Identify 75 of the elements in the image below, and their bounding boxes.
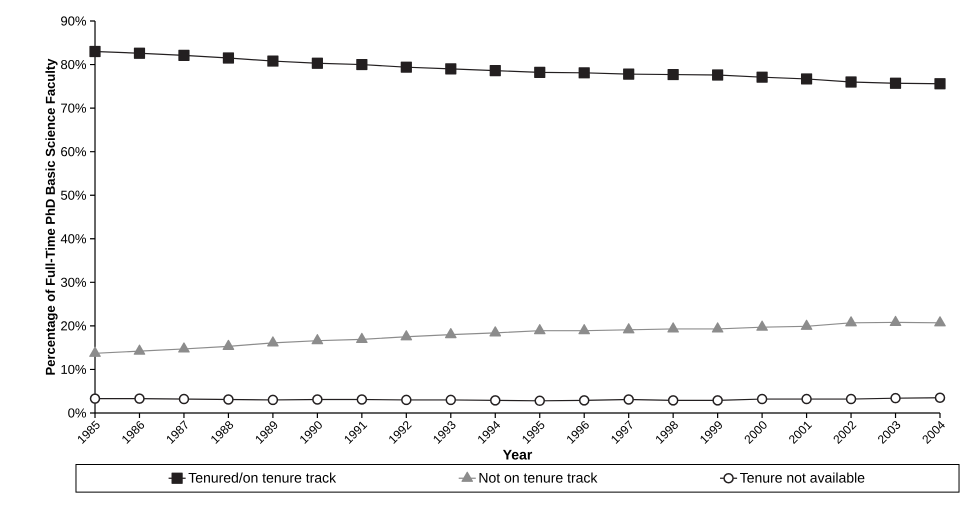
point <box>578 67 590 78</box>
point <box>800 73 812 85</box>
point <box>668 68 679 80</box>
point <box>756 394 768 404</box>
point <box>400 330 412 340</box>
point <box>801 394 812 404</box>
point <box>89 46 101 58</box>
point <box>534 324 546 334</box>
point <box>578 324 590 334</box>
point <box>89 346 101 357</box>
point <box>222 52 234 64</box>
point <box>934 392 946 403</box>
point <box>934 78 946 90</box>
point <box>178 50 190 62</box>
point <box>267 55 278 67</box>
legend-label: Tenure not available <box>740 472 864 483</box>
point <box>845 76 857 88</box>
point <box>445 328 457 338</box>
point <box>712 69 724 81</box>
point <box>846 394 856 404</box>
point <box>490 395 501 406</box>
point <box>312 334 324 344</box>
point <box>178 342 190 353</box>
point <box>401 394 412 406</box>
point <box>668 395 678 406</box>
legend-label: Tenured/on tenure track <box>188 472 336 483</box>
point <box>134 344 146 355</box>
point <box>356 332 368 343</box>
x-axis-title: Year <box>502 450 532 460</box>
y-tick-label: 40% <box>60 234 86 244</box>
point <box>890 78 902 89</box>
point <box>890 316 902 326</box>
point <box>578 395 590 406</box>
point <box>312 58 323 69</box>
point <box>712 395 723 406</box>
point <box>267 336 279 346</box>
point <box>756 320 768 331</box>
point <box>845 316 857 326</box>
y-tick-label: 0% <box>68 408 86 418</box>
y-tick-label: 20% <box>61 321 86 330</box>
point <box>446 394 456 406</box>
point <box>356 58 368 70</box>
point <box>800 320 812 330</box>
point <box>445 63 456 75</box>
y-tick-label: 60% <box>61 147 86 156</box>
point <box>223 394 234 405</box>
point <box>622 323 634 334</box>
point <box>890 392 901 404</box>
point <box>90 393 100 404</box>
y-tick-label: 30% <box>60 278 86 287</box>
y-tick-label: 10% <box>61 364 86 374</box>
point <box>400 62 412 73</box>
y-axis-title: Percentage of Full-Time PhD Basic Science Faculty <box>45 58 58 375</box>
point <box>534 396 545 406</box>
point <box>712 322 724 333</box>
legend-label: Not on tenure track <box>480 472 598 483</box>
point <box>134 393 145 404</box>
point <box>623 394 634 405</box>
point <box>178 394 190 404</box>
point <box>934 316 946 326</box>
point <box>222 340 234 350</box>
point <box>667 322 679 333</box>
point <box>534 66 546 78</box>
point <box>312 394 323 405</box>
point <box>356 394 368 405</box>
y-tick-label: 50% <box>60 190 86 200</box>
point <box>134 48 146 59</box>
y-tick-label: 70% <box>61 104 86 113</box>
point <box>268 394 278 406</box>
point <box>489 326 502 336</box>
point <box>623 68 634 80</box>
point <box>490 65 501 76</box>
y-tick-label: 80% <box>61 60 86 70</box>
point <box>756 72 768 83</box>
y-tick-label: 90% <box>61 16 86 26</box>
